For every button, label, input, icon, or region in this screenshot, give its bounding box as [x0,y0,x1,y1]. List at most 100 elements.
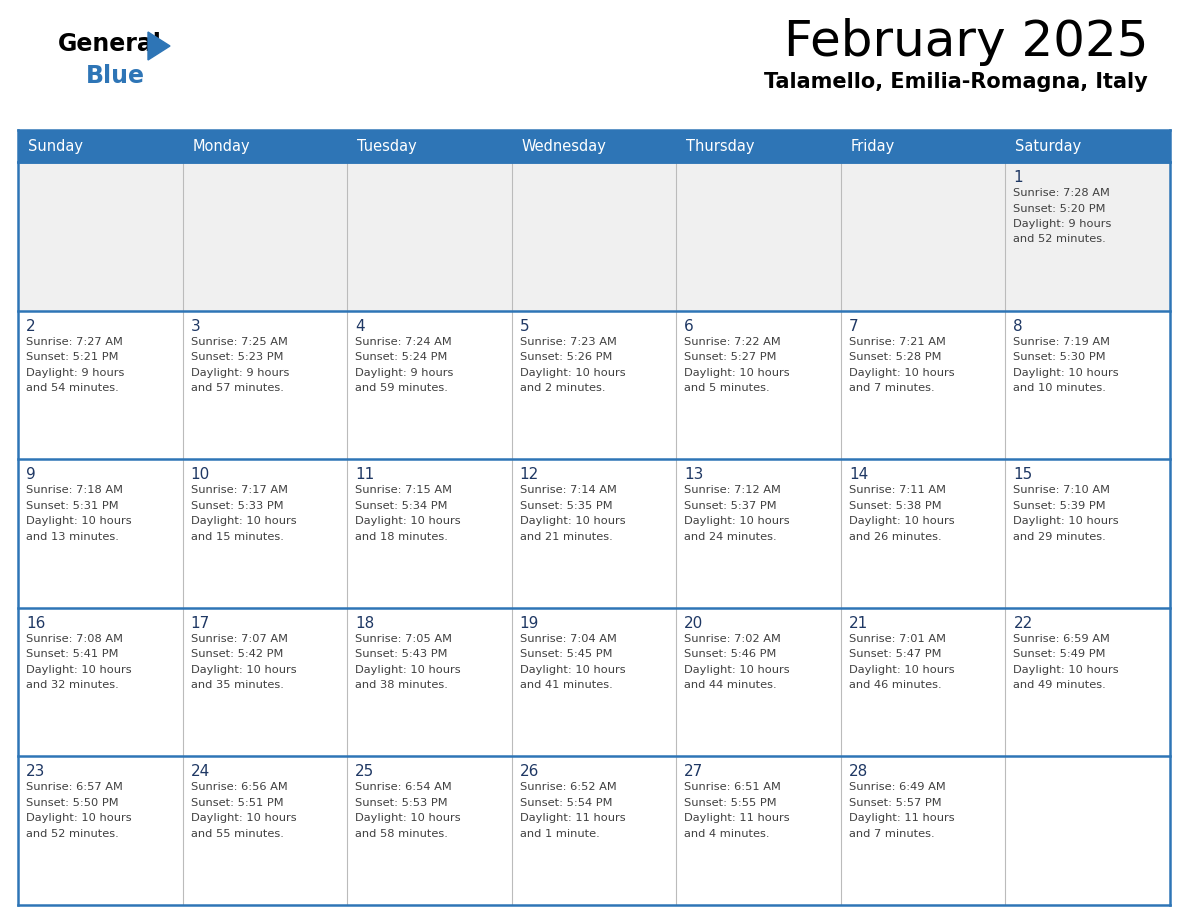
Text: Daylight: 10 hours: Daylight: 10 hours [519,665,625,675]
Text: and 59 minutes.: and 59 minutes. [355,383,448,393]
Text: 9: 9 [26,467,36,482]
Text: Daylight: 10 hours: Daylight: 10 hours [519,516,625,526]
Text: and 7 minutes.: and 7 minutes. [849,829,935,839]
Text: Daylight: 11 hours: Daylight: 11 hours [849,813,954,823]
Text: Sunrise: 7:28 AM: Sunrise: 7:28 AM [1013,188,1111,198]
Text: 4: 4 [355,319,365,333]
Text: Daylight: 10 hours: Daylight: 10 hours [849,367,954,377]
Text: 25: 25 [355,765,374,779]
Text: and 2 minutes.: and 2 minutes. [519,383,605,393]
Text: 27: 27 [684,765,703,779]
Text: Sunset: 5:57 PM: Sunset: 5:57 PM [849,798,941,808]
Bar [347,162,512,310]
Text: Sunset: 5:41 PM: Sunset: 5:41 PM [26,649,119,659]
Bar [347,608,512,756]
Text: Sunset: 5:51 PM: Sunset: 5:51 PM [190,798,283,808]
Text: Sunset: 5:47 PM: Sunset: 5:47 PM [849,649,941,659]
Text: Daylight: 11 hours: Daylight: 11 hours [519,813,625,823]
Text: Sunset: 5:20 PM: Sunset: 5:20 PM [1013,204,1106,214]
Text: Sunrise: 6:52 AM: Sunrise: 6:52 AM [519,782,617,792]
Text: 22: 22 [1013,616,1032,631]
Text: Sunrise: 6:57 AM: Sunrise: 6:57 AM [26,782,122,792]
Text: and 49 minutes.: and 49 minutes. [1013,680,1106,690]
Text: Daylight: 10 hours: Daylight: 10 hours [519,367,625,377]
Text: 5: 5 [519,319,530,333]
Text: Sunrise: 7:08 AM: Sunrise: 7:08 AM [26,633,124,644]
Text: and 52 minutes.: and 52 minutes. [1013,234,1106,244]
Text: and 57 minutes.: and 57 minutes. [190,383,284,393]
Bar [512,130,676,162]
Text: and 21 minutes.: and 21 minutes. [519,532,613,542]
Bar [676,130,841,162]
Text: and 5 minutes.: and 5 minutes. [684,383,770,393]
Text: Daylight: 10 hours: Daylight: 10 hours [1013,367,1119,377]
Bar [347,130,512,162]
Text: February 2025: February 2025 [784,18,1148,66]
Text: 7: 7 [849,319,859,333]
Text: and 15 minutes.: and 15 minutes. [190,532,284,542]
Text: and 46 minutes.: and 46 minutes. [849,680,941,690]
Text: Daylight: 10 hours: Daylight: 10 hours [190,665,296,675]
Text: Sunrise: 7:23 AM: Sunrise: 7:23 AM [519,337,617,347]
Text: Sunset: 5:33 PM: Sunset: 5:33 PM [190,500,283,510]
Text: and 55 minutes.: and 55 minutes. [190,829,284,839]
Bar [347,756,512,905]
Text: and 29 minutes.: and 29 minutes. [1013,532,1106,542]
Text: and 24 minutes.: and 24 minutes. [684,532,777,542]
Text: Daylight: 10 hours: Daylight: 10 hours [26,665,132,675]
Text: Sunrise: 7:01 AM: Sunrise: 7:01 AM [849,633,946,644]
Text: Sunrise: 7:14 AM: Sunrise: 7:14 AM [519,486,617,495]
Text: Sunset: 5:30 PM: Sunset: 5:30 PM [1013,353,1106,362]
Text: 20: 20 [684,616,703,631]
Text: Sunset: 5:39 PM: Sunset: 5:39 PM [1013,500,1106,510]
Text: and 38 minutes.: and 38 minutes. [355,680,448,690]
Text: Sunset: 5:42 PM: Sunset: 5:42 PM [190,649,283,659]
Text: Sunset: 5:45 PM: Sunset: 5:45 PM [519,649,612,659]
Text: 8: 8 [1013,319,1023,333]
Text: Daylight: 10 hours: Daylight: 10 hours [1013,516,1119,526]
Text: General: General [58,32,162,56]
Text: and 10 minutes.: and 10 minutes. [1013,383,1106,393]
Text: and 54 minutes.: and 54 minutes. [26,383,119,393]
Text: Daylight: 10 hours: Daylight: 10 hours [684,665,790,675]
Text: Daylight: 9 hours: Daylight: 9 hours [1013,219,1112,229]
Text: Sunrise: 7:12 AM: Sunrise: 7:12 AM [684,486,782,495]
Text: Sunrise: 7:15 AM: Sunrise: 7:15 AM [355,486,453,495]
Bar [1005,459,1170,608]
Text: 17: 17 [190,616,210,631]
Text: 14: 14 [849,467,868,482]
Bar [183,756,347,905]
Bar [183,310,347,459]
Text: Sunrise: 7:25 AM: Sunrise: 7:25 AM [190,337,287,347]
Bar [183,130,347,162]
Bar [18,756,183,905]
Text: 13: 13 [684,467,703,482]
Text: Sunset: 5:24 PM: Sunset: 5:24 PM [355,353,448,362]
Bar [1005,756,1170,905]
Text: Daylight: 11 hours: Daylight: 11 hours [684,813,790,823]
Text: 1: 1 [1013,170,1023,185]
Text: 2: 2 [26,319,36,333]
Bar [347,459,512,608]
Text: and 52 minutes.: and 52 minutes. [26,829,119,839]
Bar [841,756,1005,905]
Text: Blue: Blue [86,64,145,88]
Text: Sunrise: 6:56 AM: Sunrise: 6:56 AM [190,782,287,792]
Text: Sunrise: 7:27 AM: Sunrise: 7:27 AM [26,337,122,347]
Bar [676,756,841,905]
Text: 10: 10 [190,467,210,482]
Bar [512,756,676,905]
Text: Sunrise: 6:51 AM: Sunrise: 6:51 AM [684,782,782,792]
Text: Daylight: 10 hours: Daylight: 10 hours [684,367,790,377]
Text: and 13 minutes.: and 13 minutes. [26,532,119,542]
Text: Daylight: 10 hours: Daylight: 10 hours [190,516,296,526]
Text: and 26 minutes.: and 26 minutes. [849,532,941,542]
Text: 18: 18 [355,616,374,631]
Bar [512,162,676,310]
Text: Sunrise: 6:54 AM: Sunrise: 6:54 AM [355,782,451,792]
Text: Sunrise: 7:02 AM: Sunrise: 7:02 AM [684,633,782,644]
Polygon shape [148,32,170,60]
Bar [1005,130,1170,162]
Bar [1005,310,1170,459]
Text: Sunset: 5:46 PM: Sunset: 5:46 PM [684,649,777,659]
